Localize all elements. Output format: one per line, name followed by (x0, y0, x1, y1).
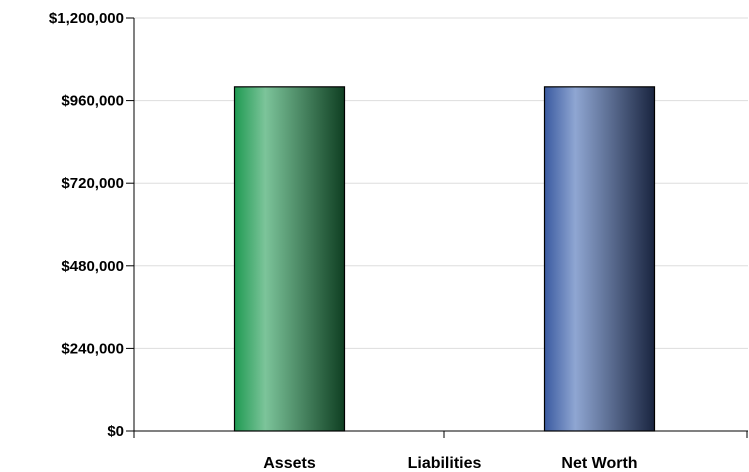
y-tick-label: $480,000 (61, 258, 124, 275)
y-tick-label: $1,200,000 (49, 10, 124, 27)
x-tick-label: Net Worth (561, 455, 637, 472)
x-tick-label: Liabilities (408, 455, 482, 472)
x-axis-ticks: Assets Liabilities Net Worth (133, 431, 748, 472)
bars (233, 86, 656, 432)
y-tick-label: $240,000 (61, 340, 124, 357)
y-tick-label: $0 (107, 423, 124, 440)
y-axis-ticks: $0 $240,000 $480,000 $720,000 $960,000 $1,200… (49, 10, 134, 440)
gridlines (134, 17, 748, 349)
bar-assets (233, 86, 346, 432)
bar-net-worth (543, 86, 656, 432)
x-tick-label: Assets (263, 455, 316, 472)
y-tick-label: $960,000 (61, 93, 124, 110)
axes (133, 18, 748, 438)
y-tick-label: $720,000 (61, 175, 124, 192)
